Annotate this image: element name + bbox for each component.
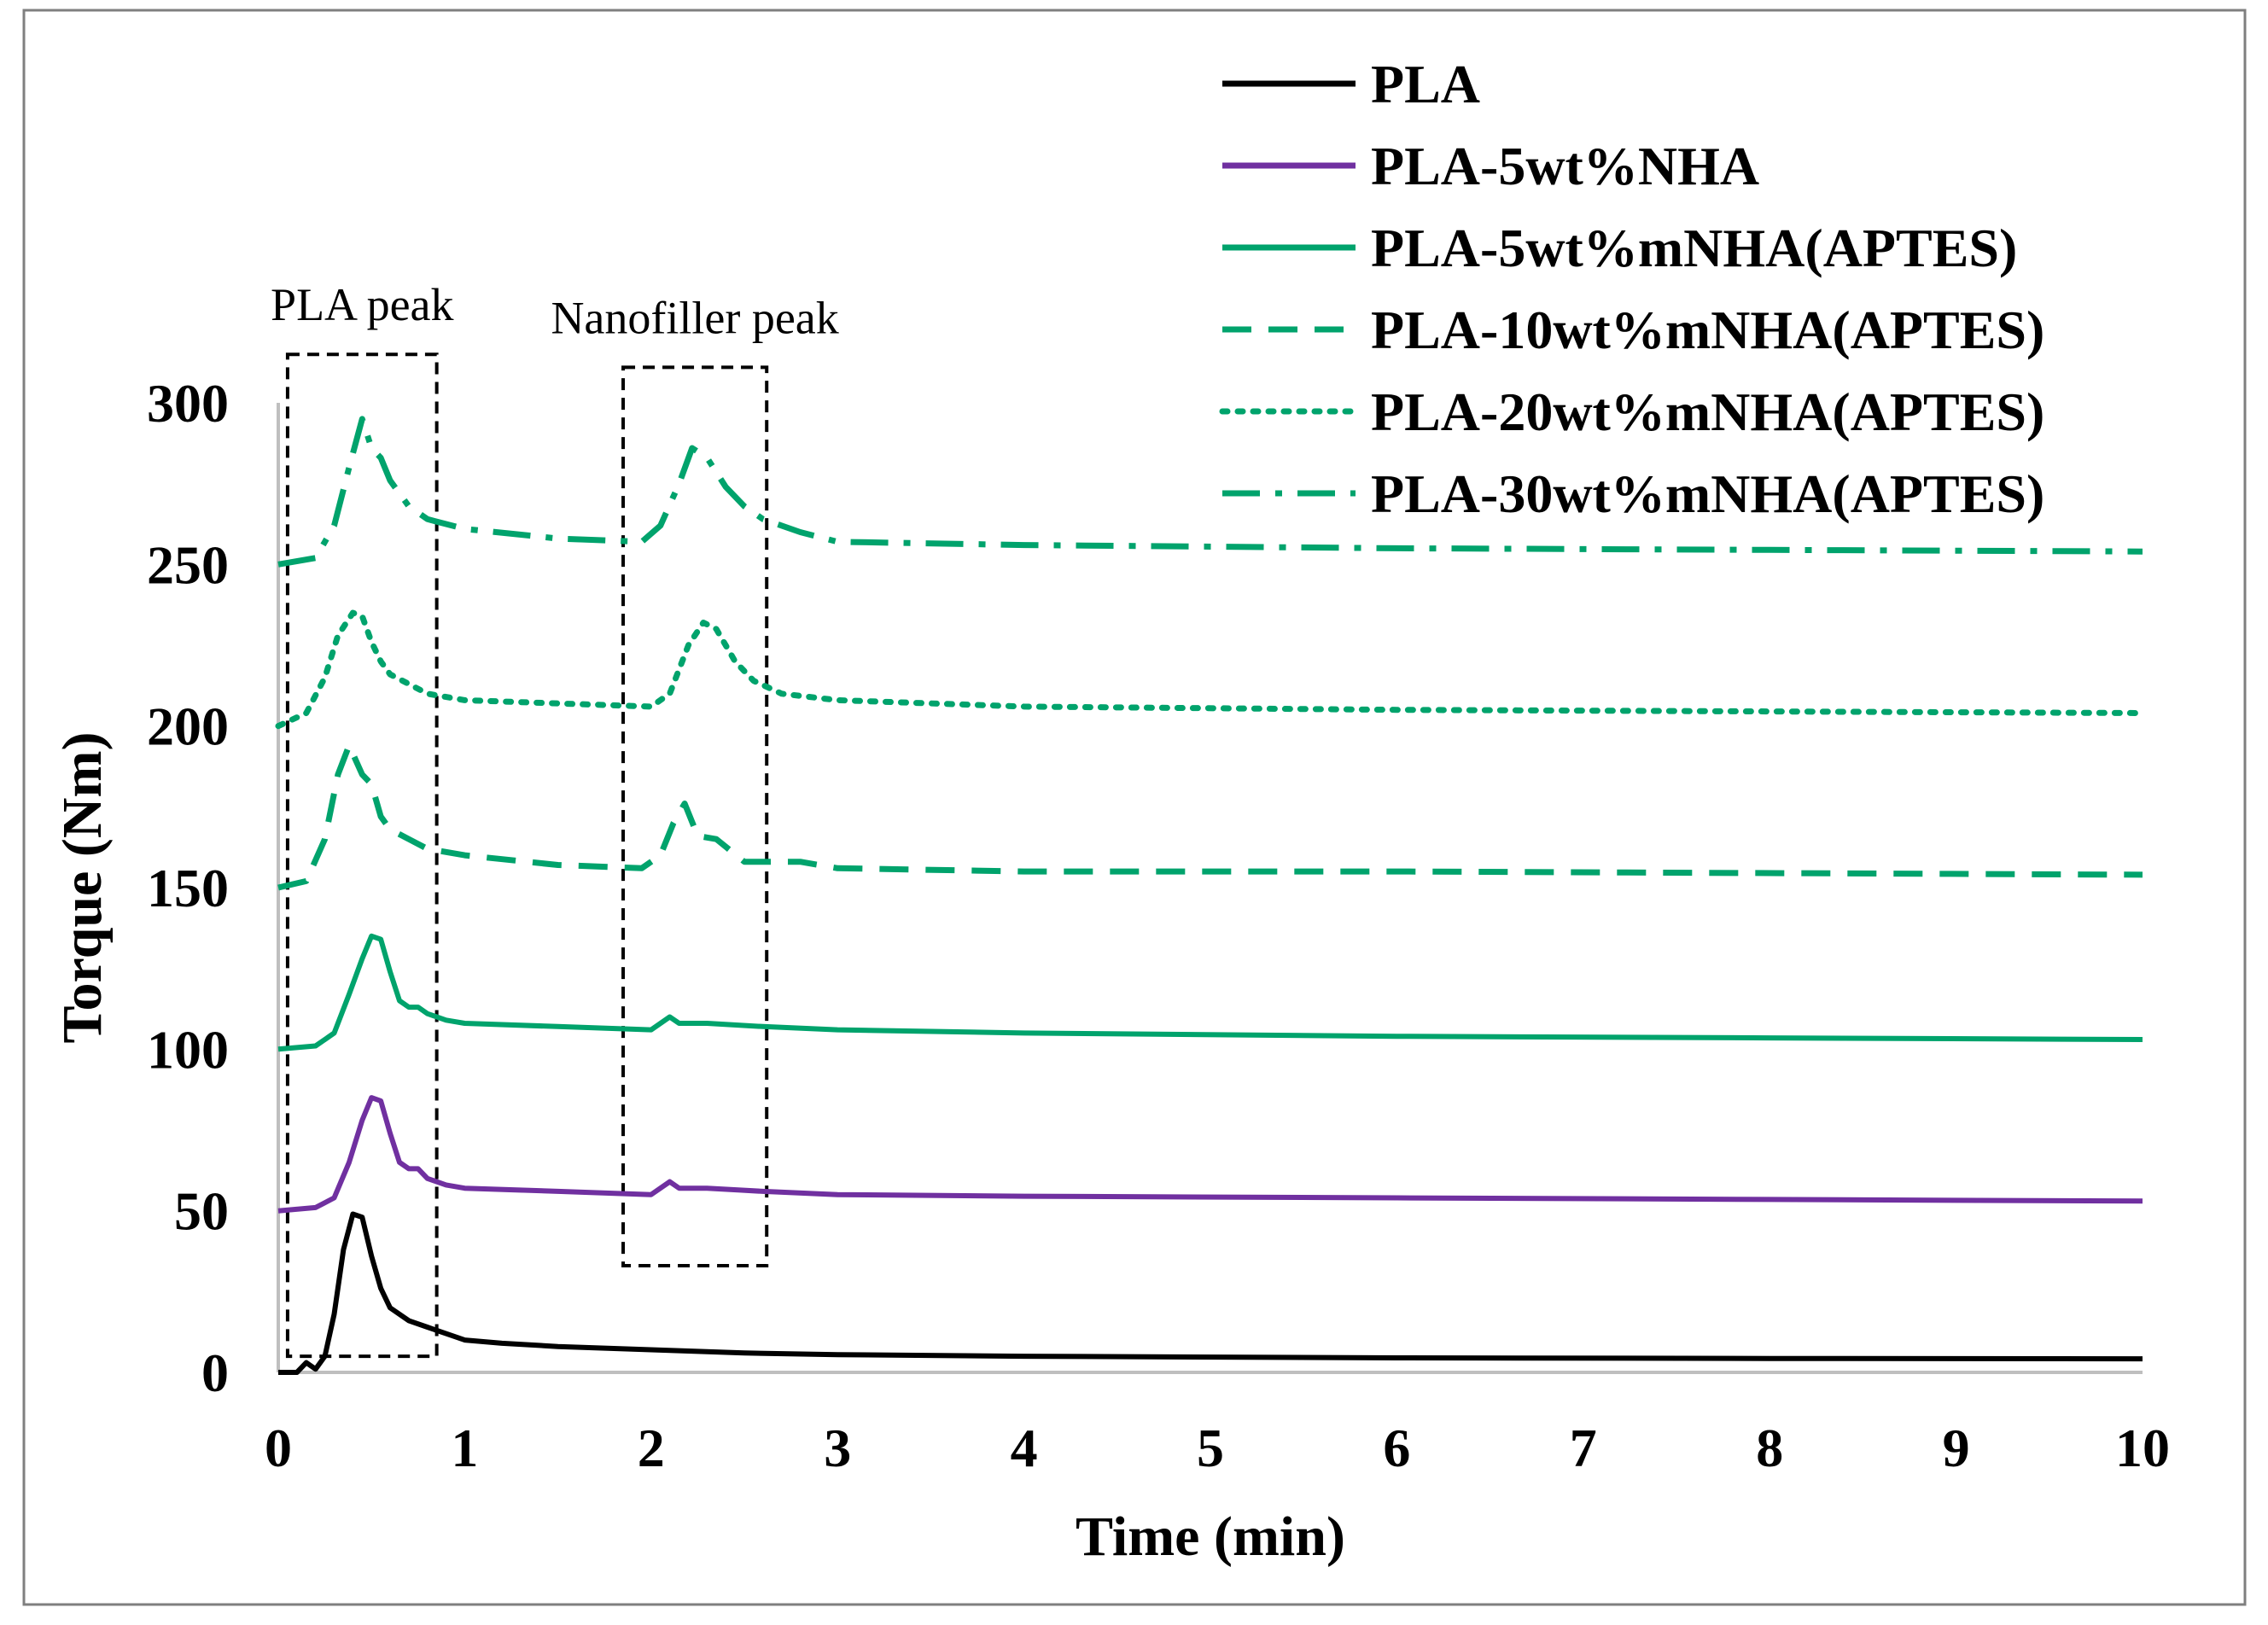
legend-label: PLA bbox=[1371, 54, 1480, 114]
y-tick-label: 50 bbox=[174, 1181, 229, 1242]
x-tick-label: 1 bbox=[451, 1418, 478, 1478]
legend-label: PLA-20wt%mNHA(APTES) bbox=[1371, 381, 2044, 442]
x-tick-label: 8 bbox=[1756, 1418, 1783, 1478]
x-tick-label: 6 bbox=[1383, 1418, 1410, 1478]
legend-label: PLA-10wt%mNHA(APTES) bbox=[1371, 300, 2044, 360]
y-tick-label: 250 bbox=[147, 534, 229, 595]
y-tick-label: 200 bbox=[147, 696, 229, 757]
y-tick-label: 100 bbox=[147, 1019, 229, 1080]
annotation-label: Nanofiller peak bbox=[551, 292, 838, 343]
annotation-boxes: PLA peak Nanofiller peak bbox=[271, 279, 839, 1359]
annotation-label: PLA peak bbox=[271, 279, 453, 330]
y-axis-title: Torque (Nm) bbox=[51, 732, 114, 1044]
x-tick-label: 7 bbox=[1570, 1418, 1597, 1478]
y-tick-label: 300 bbox=[147, 373, 229, 434]
legend: PLA PLA-5wt%NHA PLA-5wt%mNHA(APTES) PLA-10w… bbox=[1219, 54, 2044, 524]
y-tick-labels: 0 50 100 150 200 250 300 bbox=[147, 373, 229, 1403]
chart-frame bbox=[22, 9, 2247, 1606]
legend-label: PLA-30wt%mNHA(APTES) bbox=[1371, 463, 2044, 524]
series-line bbox=[278, 1211, 2143, 1375]
series-line bbox=[277, 416, 2143, 568]
x-tick-label: 0 bbox=[265, 1418, 292, 1478]
x-tick-label: 5 bbox=[1197, 1418, 1224, 1478]
x-tick-label: 10 bbox=[2115, 1418, 2170, 1478]
annotation-box bbox=[621, 365, 769, 1268]
x-tick-label: 3 bbox=[824, 1418, 851, 1478]
legend-label: PLA-5wt%NHA bbox=[1371, 136, 1759, 196]
x-tick-label: 9 bbox=[1943, 1418, 1970, 1478]
series-line bbox=[277, 933, 2143, 1052]
x-tick-labels: 0 1 2 3 4 5 6 7 8 9 10 bbox=[265, 1418, 2170, 1478]
x-axis-title: Time (min) bbox=[1076, 1506, 1345, 1568]
series-line bbox=[275, 609, 2146, 730]
y-tick-label: 0 bbox=[201, 1343, 229, 1403]
series-line bbox=[277, 742, 2143, 891]
legend-label: PLA-5wt%mNHA(APTES) bbox=[1371, 218, 2017, 278]
x-tick-label: 4 bbox=[1011, 1418, 1038, 1478]
x-tick-label: 2 bbox=[638, 1418, 665, 1478]
annotation-box bbox=[285, 352, 439, 1359]
series-lines bbox=[275, 416, 2146, 1375]
series-line bbox=[277, 1095, 2143, 1214]
y-tick-label: 150 bbox=[147, 858, 229, 918]
